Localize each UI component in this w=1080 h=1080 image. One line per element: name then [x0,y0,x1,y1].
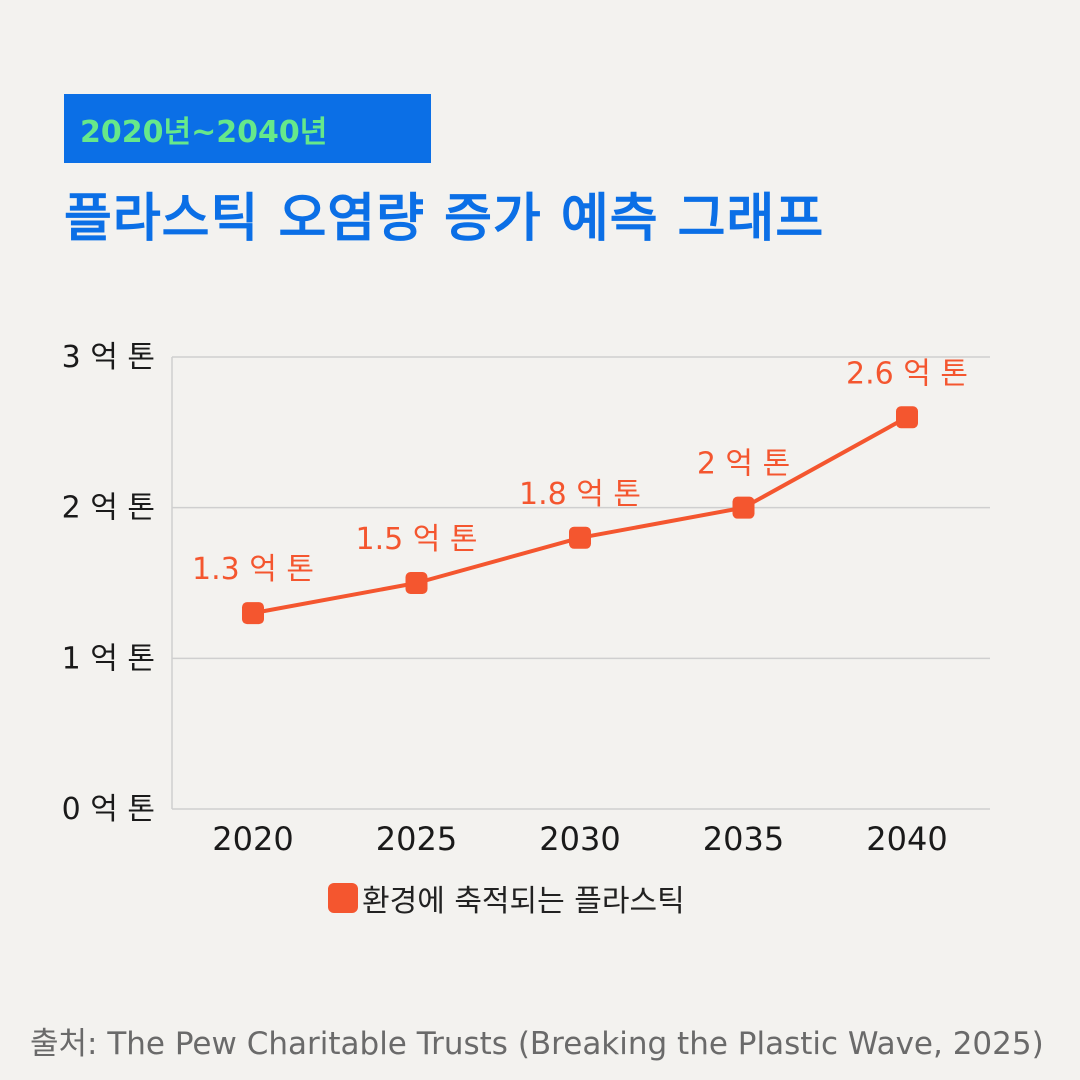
data-label: 1.3 억 톤 [192,552,314,587]
x-tick-label: 2030 [539,820,620,858]
data-point [896,406,918,429]
page-title: 플라스틱 오염량 증가 예측 그래프 [64,189,825,249]
x-tick-label: 2020 [212,820,293,858]
y-tick-label: 1 억 톤 [62,641,155,676]
legend-label: 환경에 축적되는 플라스틱 [362,884,685,919]
data-label: 2 억 톤 [697,447,790,482]
source-note: 출처: The Pew Charitable Trusts (Breaking … [30,1026,1044,1062]
y-tick-label: 3 억 톤 [62,340,155,375]
label-layer: 1.3 억 톤 1.5 억 톤 1.8 억 톤 2 억 톤 2.6 억 톤 [192,356,968,587]
x-tick-label: 2025 [376,820,457,858]
axis-layer: 0 억 톤 1 억 톤 2 억 톤 3 억 톤 2020 2025 2030 2035 2040 [62,340,948,858]
grid-layer [172,356,990,810]
data-label: 1.8 억 톤 [519,477,641,512]
y-tick-label: 0 억 톤 [62,792,155,827]
data-point [732,496,755,519]
legend: 환경에 축적되는 플라스틱 [328,876,685,920]
legend-swatch [328,883,358,913]
data-label: 1.5 억 톤 [356,522,478,557]
subtitle: 2020년~2040년 [80,114,328,150]
data-point [405,572,428,594]
x-tick-label: 2035 [703,820,784,858]
x-tick-label: 2040 [866,820,947,858]
series-layer [242,406,918,625]
series-line [252,415,908,616]
data-point [569,526,591,549]
y-tick-label: 2 억 톤 [62,491,155,526]
subtitle-box: 2020년~2040년 [64,94,431,163]
data-point [242,602,264,625]
data-label: 2.6 억 톤 [846,356,968,391]
